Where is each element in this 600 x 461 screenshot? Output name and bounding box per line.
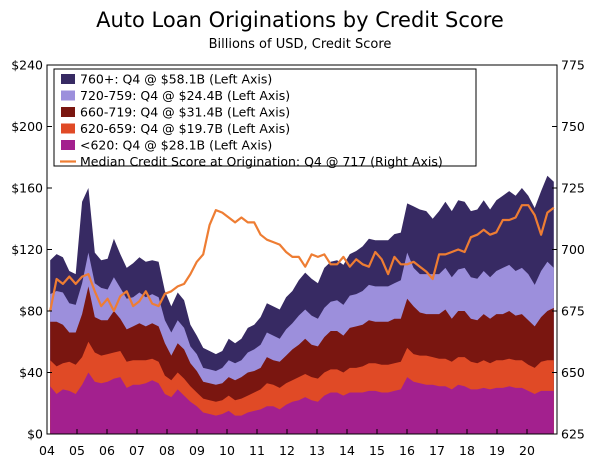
- axes: $0 $40 $80 $120 $160 $200 $240 625 650 675 700 725 7…: [11, 58, 585, 459]
- left-tick-label: $200: [11, 119, 43, 134]
- left-tick-label: $240: [11, 58, 43, 73]
- right-tick-label: 650: [561, 365, 585, 380]
- left-tick-label: $160: [11, 181, 43, 196]
- legend-label-s620: 620-659: Q4 @ $19.7B (Left Axis): [80, 121, 290, 136]
- median-layer: [49, 204, 555, 313]
- legend-swatch-s620: [61, 123, 75, 134]
- left-tick-label: $0: [27, 427, 43, 442]
- median-score-line: [49, 204, 555, 313]
- x-tick-label: 05: [69, 443, 85, 458]
- x-tick-label: 14: [339, 443, 355, 458]
- legend-swatch-s0: [61, 140, 75, 150]
- legend-label-s660: 660-719: Q4 @ $31.4B (Left Axis): [80, 105, 290, 120]
- x-tick-label: 11: [249, 443, 265, 458]
- x-tick-label: 20: [519, 443, 535, 458]
- x-tick-label: 10: [219, 443, 235, 458]
- x-tick-label: 16: [399, 443, 415, 458]
- legend-swatch-s760: [61, 74, 75, 84]
- area-s0: [50, 372, 554, 434]
- chart-subtitle: Billions of USD, Credit Score: [208, 37, 392, 52]
- right-tick-label: 775: [561, 58, 585, 73]
- x-tick-label: 19: [489, 443, 505, 458]
- right-tick-label: 750: [561, 119, 585, 134]
- legend-label-s720: 720-759: Q4 @ $24.4B (Left Axis): [80, 88, 290, 103]
- right-tick-label: 700: [561, 242, 585, 257]
- stacked-areas: [50, 175, 554, 434]
- chart-title: Auto Loan Originations by Credit Score: [96, 8, 504, 32]
- legend-label-median: Median Credit Score at Origination: Q4 @…: [80, 154, 443, 169]
- left-tick-label: $80: [19, 304, 43, 319]
- x-tick-label: 09: [189, 443, 205, 458]
- legend-box: [53, 68, 477, 167]
- right-tick-label: 725: [561, 181, 585, 196]
- legend-swatch-s720: [61, 90, 75, 101]
- legend: 760+: Q4 @ $58.1B (Left Axis)720-759: Q4…: [53, 68, 477, 169]
- x-tick-label: 15: [369, 443, 385, 458]
- x-tick-label: 08: [159, 443, 175, 458]
- legend-label-s0: <620: Q4 @ $28.1B (Left Axis): [80, 138, 272, 153]
- x-tick-label: 06: [99, 443, 115, 458]
- legend-swatch-s660: [61, 107, 75, 117]
- x-tick-label: 13: [309, 443, 325, 458]
- right-tick-label: 675: [561, 304, 585, 319]
- right-tick-label: 625: [561, 427, 585, 442]
- x-tick-label: 18: [459, 443, 475, 458]
- x-tick-label: 07: [129, 443, 145, 458]
- x-tick-label: 04: [39, 443, 55, 458]
- x-tick-label: 12: [279, 443, 295, 458]
- left-tick-label: $40: [19, 365, 43, 380]
- x-tick-label: 17: [429, 443, 445, 458]
- left-tick-label: $120: [11, 242, 43, 257]
- legend-label-s760: 760+: Q4 @ $58.1B (Left Axis): [80, 72, 272, 87]
